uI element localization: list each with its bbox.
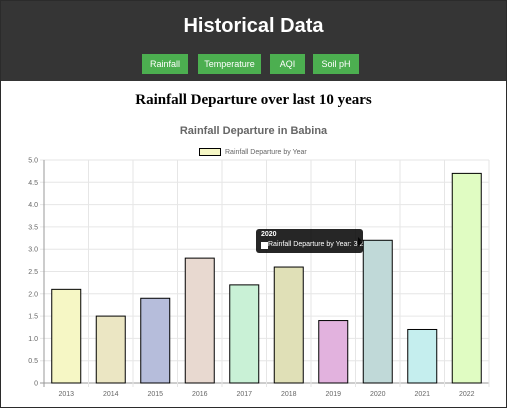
nav-aqi-button[interactable]: AQI [270, 54, 305, 74]
bar [451, 172, 482, 384]
bar [318, 320, 349, 384]
bar [362, 239, 393, 384]
chart-tooltip: 2020 Rainfall Departure by Year: 3.2 [256, 229, 363, 253]
x-tick-label: 2016 [192, 391, 208, 398]
x-tick-label: 2020 [370, 391, 386, 398]
x-tick-label: 2015 [147, 391, 163, 398]
tooltip-body: Rainfall Departure by Year: 3.2 [268, 241, 364, 248]
x-tick-label: 2022 [459, 391, 475, 398]
tooltip-caret [358, 237, 363, 247]
bar [229, 284, 260, 384]
page-heading: Rainfall Departure over last 10 years [135, 92, 372, 108]
x-tick-label: 2021 [414, 391, 430, 398]
y-tick-label: 3.5 [28, 224, 38, 231]
legend-swatch [199, 148, 221, 156]
x-tick-label: 2019 [325, 391, 341, 398]
bar [140, 297, 171, 384]
y-tick-label: 4.0 [28, 202, 38, 209]
x-tick-label: 2014 [103, 391, 119, 398]
bar-chart: 0 0.5 1.0 1.5 2.0 2.5 3.0 3.5 4.0 4.5 5.0 2013 2014 2… [28, 158, 490, 398]
nav-temperature-button[interactable]: Temperature [198, 54, 261, 74]
y-tick-label: 2.5 [28, 269, 38, 276]
tooltip-title: 2020 [261, 231, 277, 238]
y-tick-label: 4.5 [28, 180, 38, 187]
chart-title: Rainfall Departure in Babina [179, 125, 328, 137]
app-title: Historical Data [183, 15, 324, 37]
y-tick-label: 1.0 [28, 336, 38, 343]
x-tick-label: 2013 [58, 391, 74, 398]
bar [273, 266, 304, 384]
bar [184, 257, 215, 384]
chart-legend-item[interactable]: Rainfall Departure by Year [199, 147, 307, 157]
x-tick-label: 2018 [281, 391, 297, 398]
header-bar: Historical Data Rainfall Temperature AQI… [1, 1, 506, 81]
y-tick-label: 2.0 [28, 291, 38, 298]
y-tick-label: 3.0 [28, 247, 38, 254]
bar [95, 315, 126, 384]
nav-soil-ph-button[interactable]: Soil pH [313, 54, 359, 74]
y-tick-label: 5.0 [28, 158, 38, 165]
tooltip-swatch [261, 242, 268, 249]
bar [51, 288, 82, 384]
y-tick-label: 0.5 [28, 358, 38, 365]
y-tick-label: 0 [34, 381, 38, 388]
bar [407, 328, 438, 384]
nav-bar: Rainfall Temperature AQI Soil pH [1, 54, 506, 74]
x-tick-label: 2017 [236, 391, 252, 398]
y-tick-label: 1.5 [28, 314, 38, 321]
legend-label: Rainfall Departure by Year [225, 148, 307, 156]
nav-rainfall-button[interactable]: Rainfall [142, 54, 188, 74]
